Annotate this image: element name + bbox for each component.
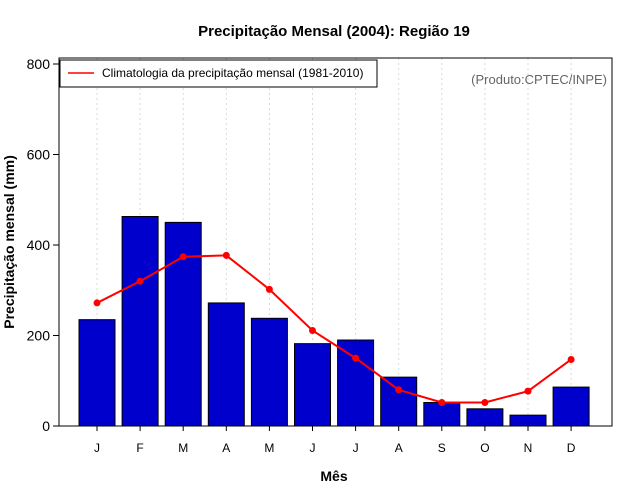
climatology-point (93, 299, 101, 307)
climatology-point (395, 386, 403, 394)
y-axis: 0 200 400 600 800 (27, 56, 59, 434)
x-tick-label: J (94, 441, 100, 455)
climatology-line (96, 254, 572, 404)
y-tick-label: 200 (27, 328, 51, 344)
x-tick-label: M (178, 441, 188, 455)
x-axis-title: Mês (320, 468, 347, 484)
bar-j-6 (337, 339, 375, 427)
bar-n-10 (509, 414, 547, 427)
bar-o-9 (466, 408, 504, 427)
x-tick-label: F (136, 441, 143, 455)
x-tick-label: N (524, 441, 533, 455)
climatology-point (309, 327, 316, 335)
x-tick-label: M (264, 441, 274, 455)
source-note: (Produto:CPTEC/INPE) (471, 72, 607, 87)
x-tick-label: A (395, 441, 403, 455)
bar-d-11 (552, 386, 590, 427)
x-tick-label: S (438, 441, 446, 455)
legend-box (59, 59, 378, 88)
climatology-point (438, 398, 446, 406)
bar-j-5 (294, 343, 331, 427)
bar-m-4 (250, 317, 288, 427)
bar-f-1 (121, 215, 159, 427)
legend: Climatologia da precipitação mensal (198… (59, 59, 378, 88)
bar-s-8 (423, 401, 461, 427)
bars-layer (78, 215, 590, 427)
x-tick-label: O (480, 441, 489, 455)
y-tick-label: 800 (27, 56, 51, 72)
x-tick-label: J (353, 441, 359, 455)
y-tick-label: 0 (42, 418, 50, 434)
x-tick-label: J (310, 441, 316, 455)
bar-m-2 (164, 221, 202, 427)
bar-j-0 (78, 319, 116, 427)
y-tick-label: 600 (27, 147, 51, 163)
climatology-point (265, 285, 273, 293)
bar-a-3 (207, 302, 245, 427)
y-tick-label: 400 (27, 237, 51, 253)
climatology-point (179, 253, 187, 261)
climatology-point (481, 398, 489, 406)
x-tick-label: D (567, 441, 576, 455)
plot-frame (58, 57, 613, 427)
x-tick-label: A (222, 441, 230, 455)
y-axis-title: Precipitação mensal (mm) (1, 155, 17, 329)
chart-title: Precipitação Mensal (2004): Região 19 (198, 23, 470, 40)
climatology-line-layer (93, 251, 575, 406)
climatology-point (222, 251, 230, 259)
bar-a-7 (380, 376, 418, 427)
climatology-point (524, 387, 532, 395)
climatology-point (567, 355, 575, 363)
climatology-point (136, 277, 144, 285)
legend-label-climatology: Climatologia da precipitação mensal (198… (102, 66, 363, 80)
climatology-point (352, 354, 360, 362)
